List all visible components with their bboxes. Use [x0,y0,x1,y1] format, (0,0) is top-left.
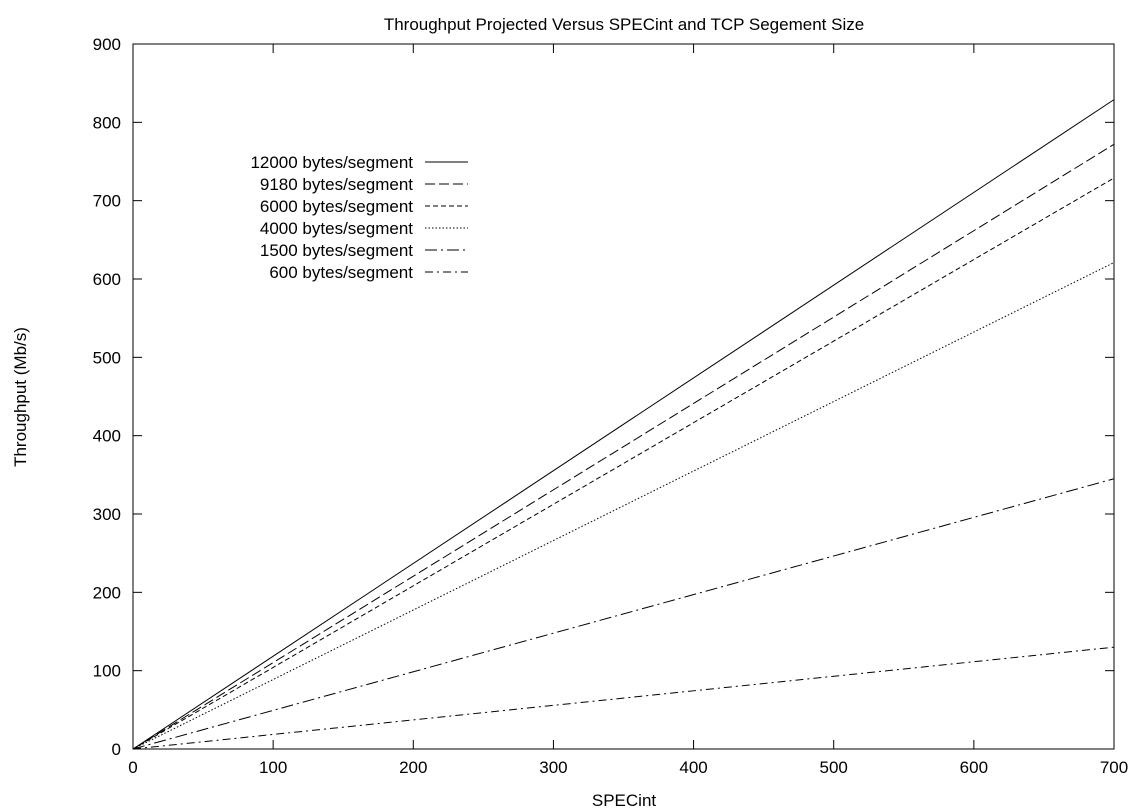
y-tick-label: 700 [93,192,121,211]
y-axis-label: Throughput (Mb/s) [11,327,30,467]
x-tick-label: 0 [128,758,137,777]
x-tick-label: 200 [399,758,427,777]
legend-label-3: 6000 bytes/segment [260,197,413,216]
y-tick-label: 400 [93,427,121,446]
y-tick-label: 300 [93,505,121,524]
series-lines [132,99,1115,750]
y-tick-label: 500 [93,348,121,367]
legend: 12000 bytes/segment 9180 bytes/segment 600… [250,153,468,282]
y-tick-label: 0 [112,740,121,759]
legend-label-5: 1500 bytes/segment [260,241,413,260]
series-line-3 [132,177,1115,750]
legend-label-6: 600 bytes/segment [269,263,413,282]
y-tick-label: 900 [93,35,121,54]
x-tick-label: 300 [539,758,567,777]
x-axis: 0 100 200 300 400 500 600 700 [128,44,1128,777]
x-axis-label: SPECint [592,791,657,810]
y-tick-label: 800 [93,113,121,132]
x-tick-label: 100 [259,758,287,777]
plot-border [132,43,1115,750]
x-tick-label: 400 [679,758,707,777]
chart-title: Throughput Projected Versus SPECint and … [384,15,864,34]
series-line-6 [132,646,1115,750]
legend-label-1: 12000 bytes/segment [250,153,413,172]
series-line-1 [132,99,1115,750]
series-line-4 [132,262,1115,750]
legend-label-4: 4000 bytes/segment [260,219,413,238]
y-tick-label: 600 [93,270,121,289]
plot-area [132,43,1115,750]
x-tick-label: 600 [960,758,988,777]
x-tick-label: 500 [820,758,848,777]
series-line-5 [132,478,1115,750]
x-tick-label: 700 [1100,758,1128,777]
y-tick-label: 200 [93,583,121,602]
series-line-2 [132,143,1115,750]
y-axis: 0 100 200 300 400 500 600 700 800 900 [93,35,1114,759]
y-tick-label: 100 [93,662,121,681]
legend-label-2: 9180 bytes/segment [260,175,413,194]
